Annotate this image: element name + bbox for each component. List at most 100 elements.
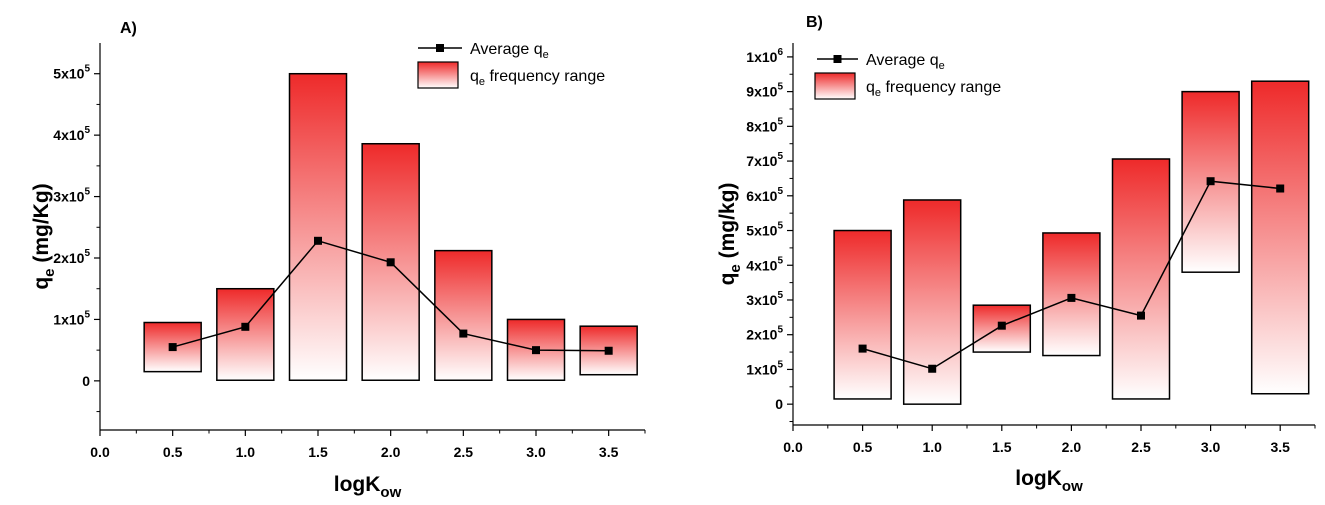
y-tick-exponent: 5 xyxy=(777,82,783,93)
y-tick-label: 2x105 xyxy=(746,325,783,343)
y-tick-mantissa: 2x10 xyxy=(53,250,84,266)
x-axis-title-base: logK xyxy=(1015,467,1062,490)
average-point xyxy=(241,322,250,331)
legend-range-subscript: e xyxy=(875,87,881,99)
x-tick-label: 3.5 xyxy=(1270,439,1290,455)
y-tick-mantissa: 3x10 xyxy=(53,189,84,205)
y-axis-title-base: q xyxy=(716,273,739,286)
y-tick-mantissa: 3x10 xyxy=(746,292,777,308)
panel-label: A) xyxy=(120,20,137,37)
y-tick-label: 0 xyxy=(775,396,783,412)
y-tick-mantissa: 9x10 xyxy=(746,84,777,100)
legend-range-swatch xyxy=(417,61,459,89)
y-tick-exponent: 5 xyxy=(777,221,783,232)
y-tick-label: 9x105 xyxy=(746,82,783,100)
average-point xyxy=(532,346,540,355)
x-tick-label: 2.5 xyxy=(1131,439,1151,455)
y-tick-label: 3x105 xyxy=(746,290,783,308)
y-axis-title-subscript: e xyxy=(41,268,58,276)
legend-range-swatch xyxy=(814,72,856,100)
y-tick-label: 1x106 xyxy=(746,47,783,65)
range-bar xyxy=(1250,80,1310,395)
legend-average-subscript: e xyxy=(543,49,549,61)
y-tick-exponent: 5 xyxy=(777,151,783,162)
x-tick-label: 2.0 xyxy=(381,444,401,460)
y-tick-exponent: 5 xyxy=(777,116,783,127)
y-tick-label: 4x105 xyxy=(53,125,90,143)
x-tick-label: 3.0 xyxy=(1201,439,1221,455)
y-tick-mantissa: 6x10 xyxy=(746,188,777,204)
x-tick-label: 1.0 xyxy=(922,439,942,455)
y-axis-title-unit: (mg/Kg) xyxy=(30,183,53,268)
y-tick-label: 3x105 xyxy=(53,187,90,205)
average-point xyxy=(1137,311,1145,320)
average-point xyxy=(1206,177,1215,186)
average-point xyxy=(459,329,468,338)
y-tick-label: 6x105 xyxy=(746,186,783,204)
y-tick-exponent: 5 xyxy=(84,125,90,136)
y-axis-title: qe (mg/Kg) xyxy=(30,183,58,289)
y-tick-label: 0 xyxy=(82,373,90,389)
average-point xyxy=(1067,293,1076,302)
y-tick-label: 1x105 xyxy=(53,309,90,327)
average-point xyxy=(604,346,613,355)
y-tick-mantissa: 1x10 xyxy=(746,361,777,377)
x-tick-label: 2.5 xyxy=(454,444,474,460)
legend-range-q: q xyxy=(470,68,479,85)
y-tick-mantissa: 2x10 xyxy=(746,327,777,343)
y-tick-exponent: 5 xyxy=(777,359,783,370)
average-point xyxy=(928,364,937,373)
x-tick-label: 3.5 xyxy=(599,444,619,460)
panel-label: B) xyxy=(806,14,823,31)
legend-average-text: Average q xyxy=(470,41,543,58)
average-point xyxy=(168,343,177,352)
y-tick-exponent: 5 xyxy=(84,64,90,75)
range-bar xyxy=(833,229,892,400)
legend-range-label: qe frequency range xyxy=(470,68,605,88)
y-tick-label: 2x105 xyxy=(53,248,90,266)
y-tick-mantissa: 4x10 xyxy=(53,127,84,143)
y-tick-exponent: 5 xyxy=(777,290,783,301)
range-bar xyxy=(434,249,493,381)
y-tick-exponent: 5 xyxy=(84,309,90,320)
y-tick-label: 1x105 xyxy=(746,359,783,377)
legend-range-text: frequency range xyxy=(485,68,605,85)
y-tick-exponent: 6 xyxy=(777,47,783,58)
y-tick-exponent: 5 xyxy=(777,255,783,266)
y-tick-mantissa: 4x10 xyxy=(746,257,777,273)
panel-a-chart: 0.0 0.5 1.0 1.5 2.0 2.5 3.0 3.501x1052x1053x105… xyxy=(30,20,646,501)
range-bar xyxy=(288,72,348,381)
y-tick-mantissa: 0 xyxy=(775,396,783,412)
average-point xyxy=(997,321,1006,330)
x-axis-title-subscript: ow xyxy=(380,484,401,501)
y-axis-title-unit: (mg/kg) xyxy=(716,183,739,265)
y-axis-title-base: q xyxy=(30,277,53,290)
legend-average-label: Average qe xyxy=(470,41,549,61)
panel-b-chart: 0.0 0.5 1.0 1.5 2.0 2.5 3.0 3.501x1052x1053x105… xyxy=(716,14,1316,495)
y-tick-label: 8x105 xyxy=(746,116,783,134)
y-tick-exponent: 5 xyxy=(84,248,90,259)
x-tick-label: 0.0 xyxy=(90,444,110,460)
y-axis-title: qe (mg/kg) xyxy=(716,183,744,286)
legend-range-q: q xyxy=(866,79,875,96)
y-tick-mantissa: 7x10 xyxy=(746,153,777,169)
average-point xyxy=(386,258,395,267)
range-bar xyxy=(1111,158,1171,400)
x-tick-label: 3.0 xyxy=(526,444,546,460)
x-axis-title: logKow xyxy=(1015,467,1083,495)
x-tick-label: 0.0 xyxy=(783,439,803,455)
x-axis-title: logKow xyxy=(334,473,402,501)
average-point xyxy=(1276,184,1285,193)
legend-range-label: qe frequency range xyxy=(866,79,1001,99)
legend-average-label: Average qe xyxy=(866,52,945,72)
y-tick-mantissa: 5x10 xyxy=(53,66,84,82)
x-tick-label: 0.5 xyxy=(853,439,873,455)
y-tick-mantissa: 1x10 xyxy=(53,311,84,327)
average-point xyxy=(858,344,867,353)
y-axis-title-subscript: e xyxy=(727,264,744,272)
x-tick-label: 1.0 xyxy=(236,444,256,460)
x-tick-label: 2.0 xyxy=(1062,439,1082,455)
y-tick-label: 7x105 xyxy=(746,151,783,169)
x-axis-title-subscript: ow xyxy=(1062,478,1083,495)
